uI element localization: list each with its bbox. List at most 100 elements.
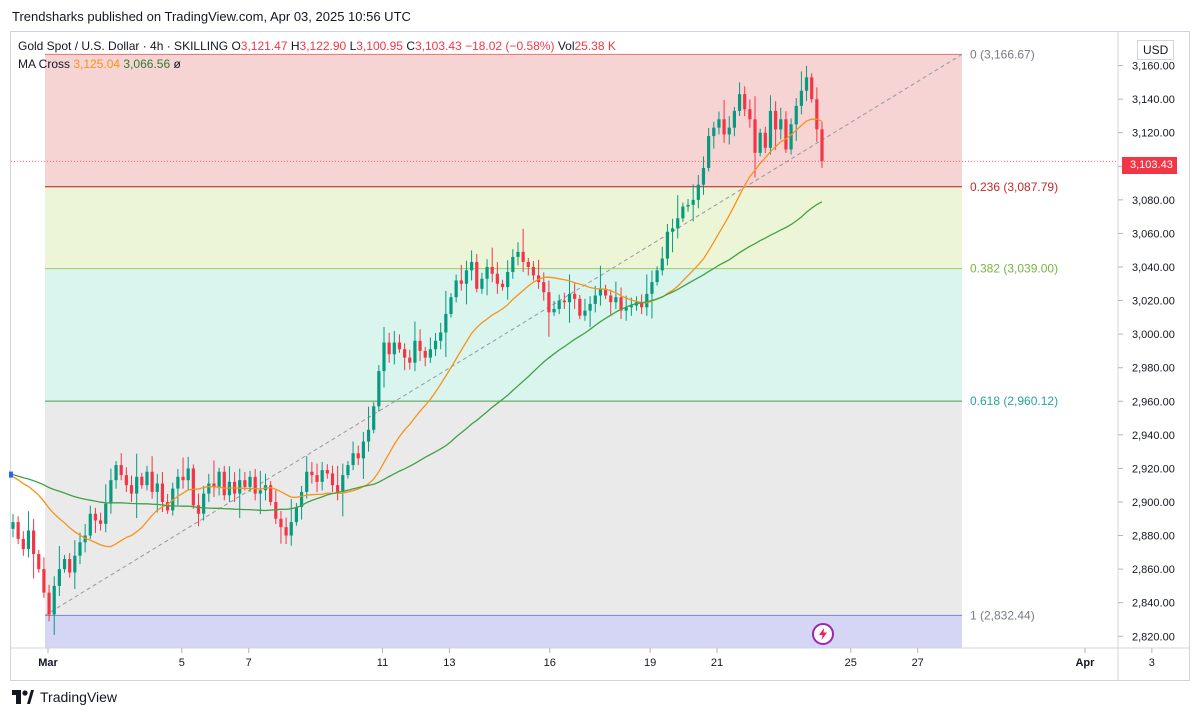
candle [191,464,195,509]
candle-body [366,429,371,442]
candle [57,546,61,597]
candle [274,490,278,524]
candle-body [753,119,757,153]
candle [212,460,216,497]
candle [284,517,288,545]
fib-label-0.618: 0.618 (2,960.12) [970,394,1058,408]
candle-body [294,507,299,523]
candle-body [573,293,577,299]
candle-body [557,300,561,309]
fib-label-0: 0 (3,166.67) [970,47,1035,61]
candle [624,295,628,321]
candle [140,472,144,489]
candle [88,505,92,540]
candle-body [57,569,61,586]
candle [598,265,603,306]
candle [382,326,386,388]
candle [52,576,56,635]
candle-body [506,272,510,288]
candle [495,262,499,294]
candle-body [392,342,396,355]
candle-body [104,503,108,524]
price-tick-label: 2,940.00 [1132,430,1175,442]
candle [222,465,226,501]
candle [78,532,82,565]
candle-body [454,280,458,298]
candle [346,461,350,479]
candle-body [98,520,103,524]
candle-body [670,228,675,232]
candle [186,456,190,491]
candle [475,253,479,293]
price-tick-label: 3,160.00 [1132,61,1175,73]
candle-body [37,554,41,570]
indicator-name[interactable]: MA Cross [18,57,71,71]
candle-body [470,261,474,271]
fib-zone-0.618 [45,401,962,616]
candle [124,467,128,493]
candle [439,322,443,350]
price-tick-label: 2,960.00 [1132,396,1175,408]
candle [789,118,793,155]
candle-body [299,491,304,508]
candle-body [774,110,778,130]
price-tick-label: 3,060.00 [1132,228,1175,240]
candle [748,99,752,128]
candle-body [423,350,427,358]
candle-body [114,465,118,481]
candle [567,274,572,323]
candle-body [603,288,608,296]
candle-body [681,206,685,219]
candle [21,531,25,556]
candle-body [32,530,36,555]
candle-body [418,340,422,351]
candle-body [784,119,788,150]
candle-body [578,298,582,316]
candle-body [16,522,20,539]
time-tick-label: 21 [711,657,723,669]
currency-button[interactable]: USD [1137,40,1175,60]
candle-body [253,476,257,494]
candle [701,156,706,195]
candle [758,128,762,157]
price-tick-label: 3,040.00 [1132,262,1175,274]
candle-body [202,493,206,514]
candle [578,294,582,320]
lightning-icon[interactable] [812,623,834,645]
symbol-name[interactable]: Gold Spot / U.S. Dollar · 4h · SKILLING [18,39,229,53]
candle [547,280,551,337]
price-tick-label: 2,880.00 [1132,531,1175,543]
time-tick-label: Mar [38,657,58,669]
candle [408,349,412,370]
candle [573,282,577,309]
candle [32,518,36,579]
candle [372,402,376,434]
candle-body [361,441,365,459]
candle-body [124,475,128,486]
candle [799,71,803,115]
candle-body [186,468,190,481]
publisher-caption: Trendsharks published on TradingView.com… [12,9,411,24]
candle-body [619,297,623,311]
candle-body [11,522,15,529]
price-tick-label: 3,020.00 [1132,296,1175,308]
candle-body [789,124,793,150]
candle [150,456,154,499]
candle [104,484,108,533]
candle [341,463,345,517]
candle-body [768,110,773,148]
high-value: 3,122.90 [299,39,347,53]
candle [470,250,474,281]
candle [418,329,422,362]
candle [480,272,484,294]
candle-body [480,278,484,289]
candle-body [155,483,159,492]
candle-body [645,293,649,308]
candle [98,512,103,531]
open-label: O [231,39,241,53]
candle [253,469,257,501]
candle-body [722,119,726,135]
candle [26,511,31,558]
candle-body [62,559,67,570]
